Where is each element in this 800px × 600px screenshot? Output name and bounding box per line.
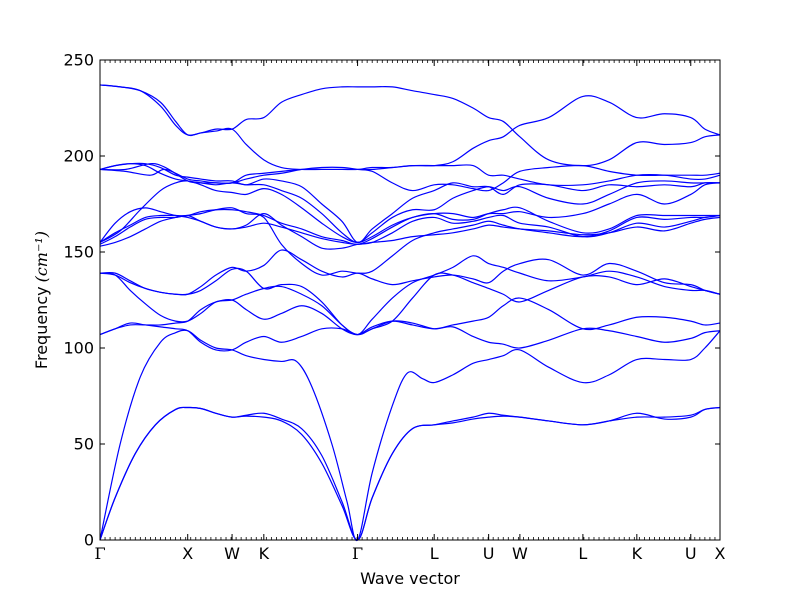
x-tick-label: Γ (352, 544, 363, 563)
x-tick-label: K (632, 544, 643, 563)
x-tick-label: U (685, 544, 697, 563)
y-axis-label-text: Frequency (32, 286, 51, 369)
plot-background (100, 60, 720, 540)
plot-frame (99, 59, 721, 541)
branch-line-7 (99, 255, 721, 336)
x-tick-label: Γ (94, 544, 105, 563)
branch-line-19 (99, 84, 721, 167)
x-tick-label: W (224, 544, 240, 563)
x-tick-label: W (512, 544, 528, 563)
x-tick-label: X (715, 544, 726, 563)
y-tick-label: 100 (63, 339, 94, 358)
x-tick-label: U (483, 544, 495, 563)
branch-line-5 (99, 297, 721, 336)
branch-line-14 (99, 163, 720, 244)
y-tick-label: 200 (63, 147, 94, 166)
branch-line-2 (99, 406, 721, 541)
x-axis-label: Wave vector (360, 569, 460, 588)
y-tick-label: 0 (84, 531, 94, 550)
y-tick-label: 150 (63, 243, 94, 262)
y-axis-label: Frequency (cm⁻¹) (32, 231, 51, 369)
y-tick-label: 50 (74, 435, 94, 454)
branch-line-12 (99, 206, 720, 245)
branch-line-17 (99, 163, 721, 186)
branch-line-3 (99, 329, 721, 541)
x-tick-label: X (182, 544, 193, 563)
y-axis-label-unit: (cm⁻¹) (32, 231, 51, 282)
x-tick-label: L (430, 544, 439, 563)
x-tick-label: K (259, 544, 270, 563)
y-tick-label: 250 (63, 51, 94, 70)
branch-line-16 (99, 164, 721, 192)
x-tick-label: L (578, 544, 587, 563)
series-layer (99, 84, 721, 541)
y-ticks: 0 50 100 150 200 250 (63, 51, 720, 550)
branch-line-8 (99, 249, 721, 296)
